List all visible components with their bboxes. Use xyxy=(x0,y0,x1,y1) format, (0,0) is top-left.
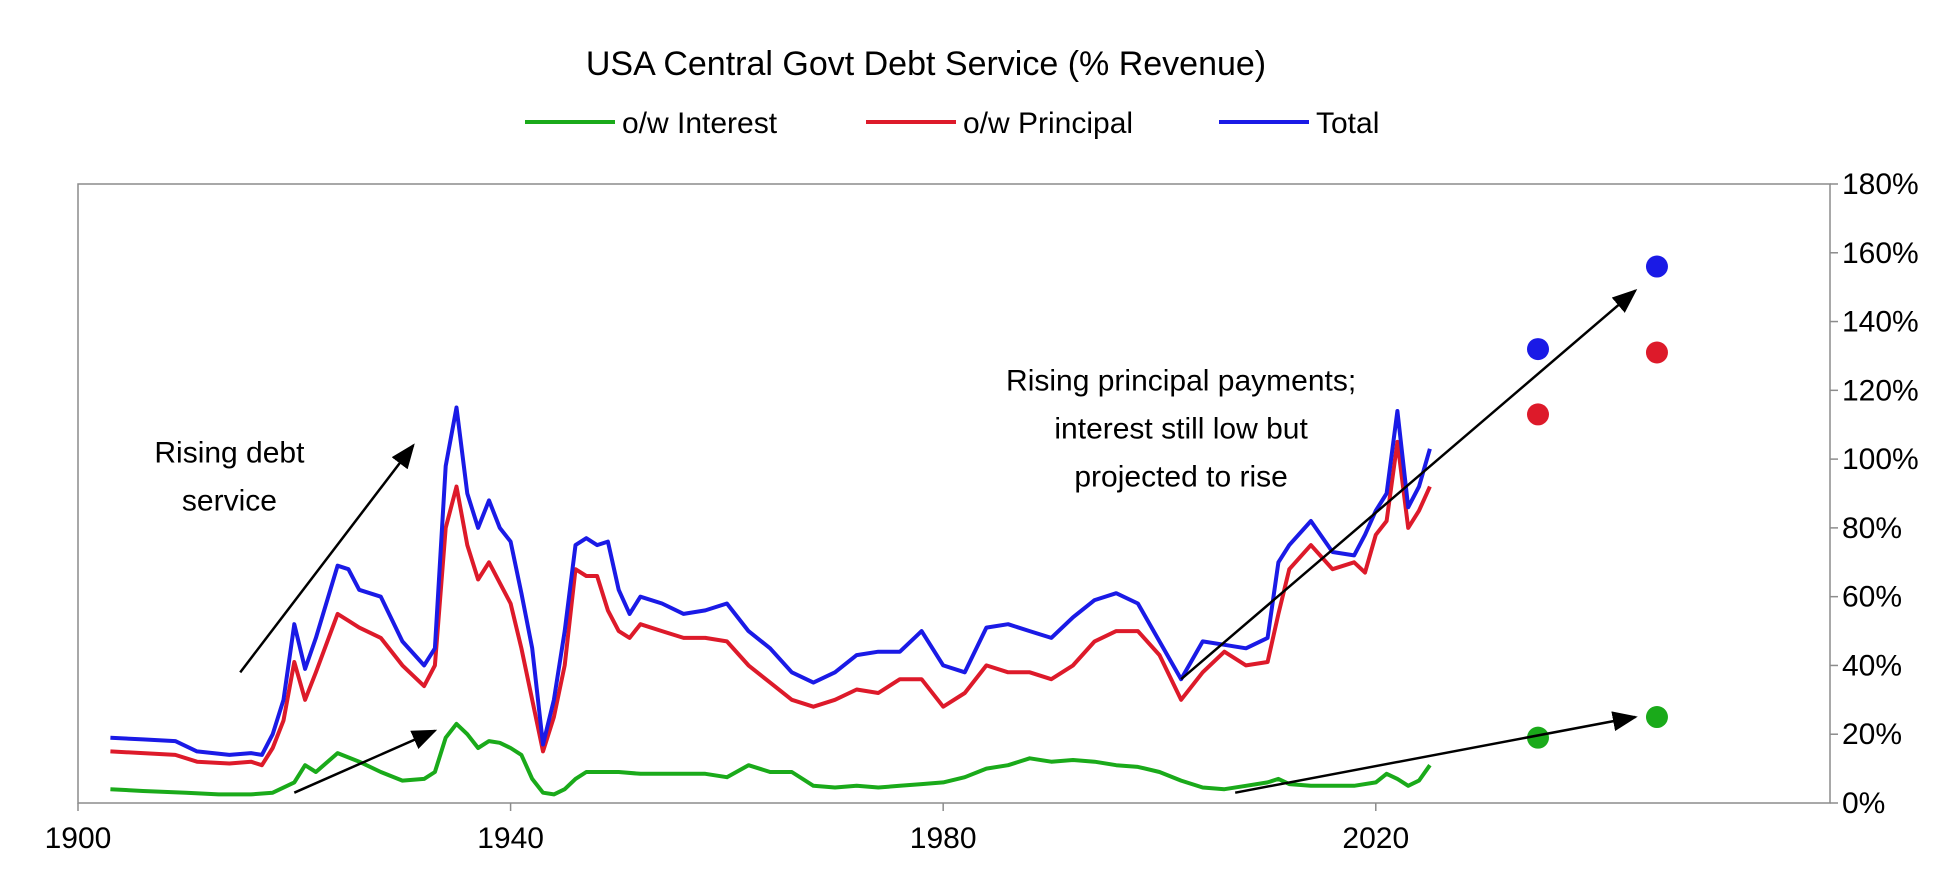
axes: 0% 20% 40% 60% 80% 100% 120% 140% 160% 180% 1900 19… xyxy=(45,168,1919,855)
projection-point xyxy=(1645,341,1668,364)
projection-point xyxy=(1645,706,1668,729)
x-tick-label: 1980 xyxy=(910,822,977,855)
annotation-line: projected to rise xyxy=(1074,460,1287,493)
projection-point xyxy=(1645,255,1668,278)
y-tick-label: 40% xyxy=(1842,649,1902,682)
annotation-line: Rising principal payments; xyxy=(1006,364,1356,397)
legend-label: o/w Interest xyxy=(622,107,778,140)
y-tick-label: 160% xyxy=(1842,237,1919,270)
legend: o/w Interest o/w Principal Total xyxy=(525,107,1379,140)
annotation-text: Rising principal payments; interest still… xyxy=(1006,364,1356,493)
projection-point xyxy=(1527,403,1549,426)
series-line xyxy=(110,405,1432,757)
chart-title: USA Central Govt Debt Service (% Revenue… xyxy=(586,45,1266,83)
annotation-line: service xyxy=(182,485,277,518)
annotation-arrow xyxy=(239,443,415,674)
x-tick-label: 2020 xyxy=(1342,822,1409,855)
annotation-arrow xyxy=(1234,711,1638,794)
y-tick-label: 60% xyxy=(1842,581,1902,614)
series-line xyxy=(110,721,1432,797)
series-line xyxy=(110,439,1432,768)
plot-frame xyxy=(77,183,1831,804)
projection-points xyxy=(1527,255,1668,749)
annotations: Rising debt service Rising principal payme… xyxy=(154,364,1356,517)
y-tick-label: 100% xyxy=(1842,443,1919,476)
legend-label: o/w Principal xyxy=(963,107,1133,140)
legend-label: Total xyxy=(1316,107,1379,140)
y-tick-label: 20% xyxy=(1842,718,1902,751)
annotation-text: Rising debt service xyxy=(154,437,305,518)
annotation-arrow xyxy=(293,729,438,794)
y-tick-label: 180% xyxy=(1842,168,1919,201)
annotation-arrows xyxy=(239,288,1638,794)
annotation-line: Rising debt xyxy=(154,437,305,470)
annotation-arrow xyxy=(1180,288,1638,681)
y-tick-label: 0% xyxy=(1842,787,1885,820)
projection-point xyxy=(1527,726,1549,749)
series-layer xyxy=(110,405,1432,797)
y-tick-label: 140% xyxy=(1842,306,1919,339)
y-tick-label: 80% xyxy=(1842,512,1902,545)
x-tick-label: 1900 xyxy=(45,822,112,855)
y-tick-label: 120% xyxy=(1842,374,1919,407)
projection-point xyxy=(1527,338,1549,361)
annotation-line: interest still low but xyxy=(1054,412,1308,445)
x-tick-label: 1940 xyxy=(477,822,544,855)
